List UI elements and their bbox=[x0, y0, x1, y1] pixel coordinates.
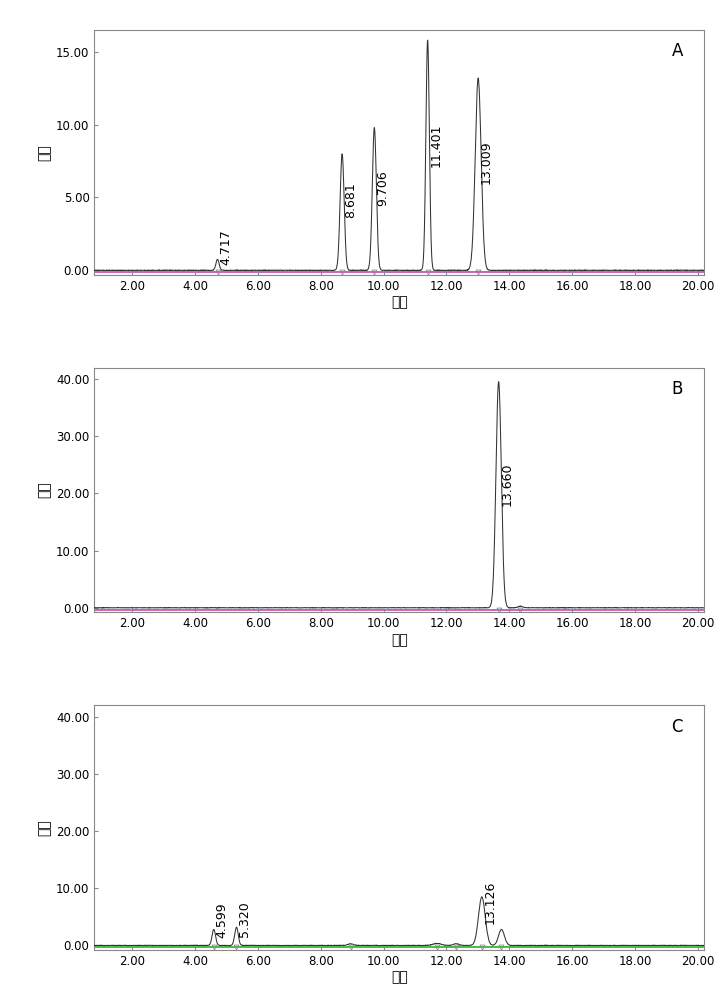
Text: 13.009: 13.009 bbox=[480, 140, 493, 184]
Text: 5.320: 5.320 bbox=[238, 901, 251, 937]
Y-axis label: 荧光: 荧光 bbox=[38, 144, 52, 161]
Y-axis label: 荧光: 荧光 bbox=[38, 482, 52, 498]
Text: A: A bbox=[672, 42, 683, 60]
X-axis label: 时间: 时间 bbox=[391, 633, 408, 647]
Y-axis label: 荧光: 荧光 bbox=[38, 819, 52, 836]
Text: C: C bbox=[672, 718, 683, 736]
Text: 9.706: 9.706 bbox=[376, 170, 389, 206]
X-axis label: 时间: 时间 bbox=[391, 295, 408, 309]
Text: 13.126: 13.126 bbox=[484, 880, 497, 924]
Text: 4.599: 4.599 bbox=[216, 903, 229, 938]
Text: 4.717: 4.717 bbox=[219, 230, 232, 265]
Text: 8.681: 8.681 bbox=[343, 182, 356, 218]
Text: 13.660: 13.660 bbox=[500, 463, 513, 506]
X-axis label: 时间: 时间 bbox=[391, 971, 408, 985]
Text: 11.401: 11.401 bbox=[429, 123, 442, 167]
Text: B: B bbox=[672, 380, 683, 398]
